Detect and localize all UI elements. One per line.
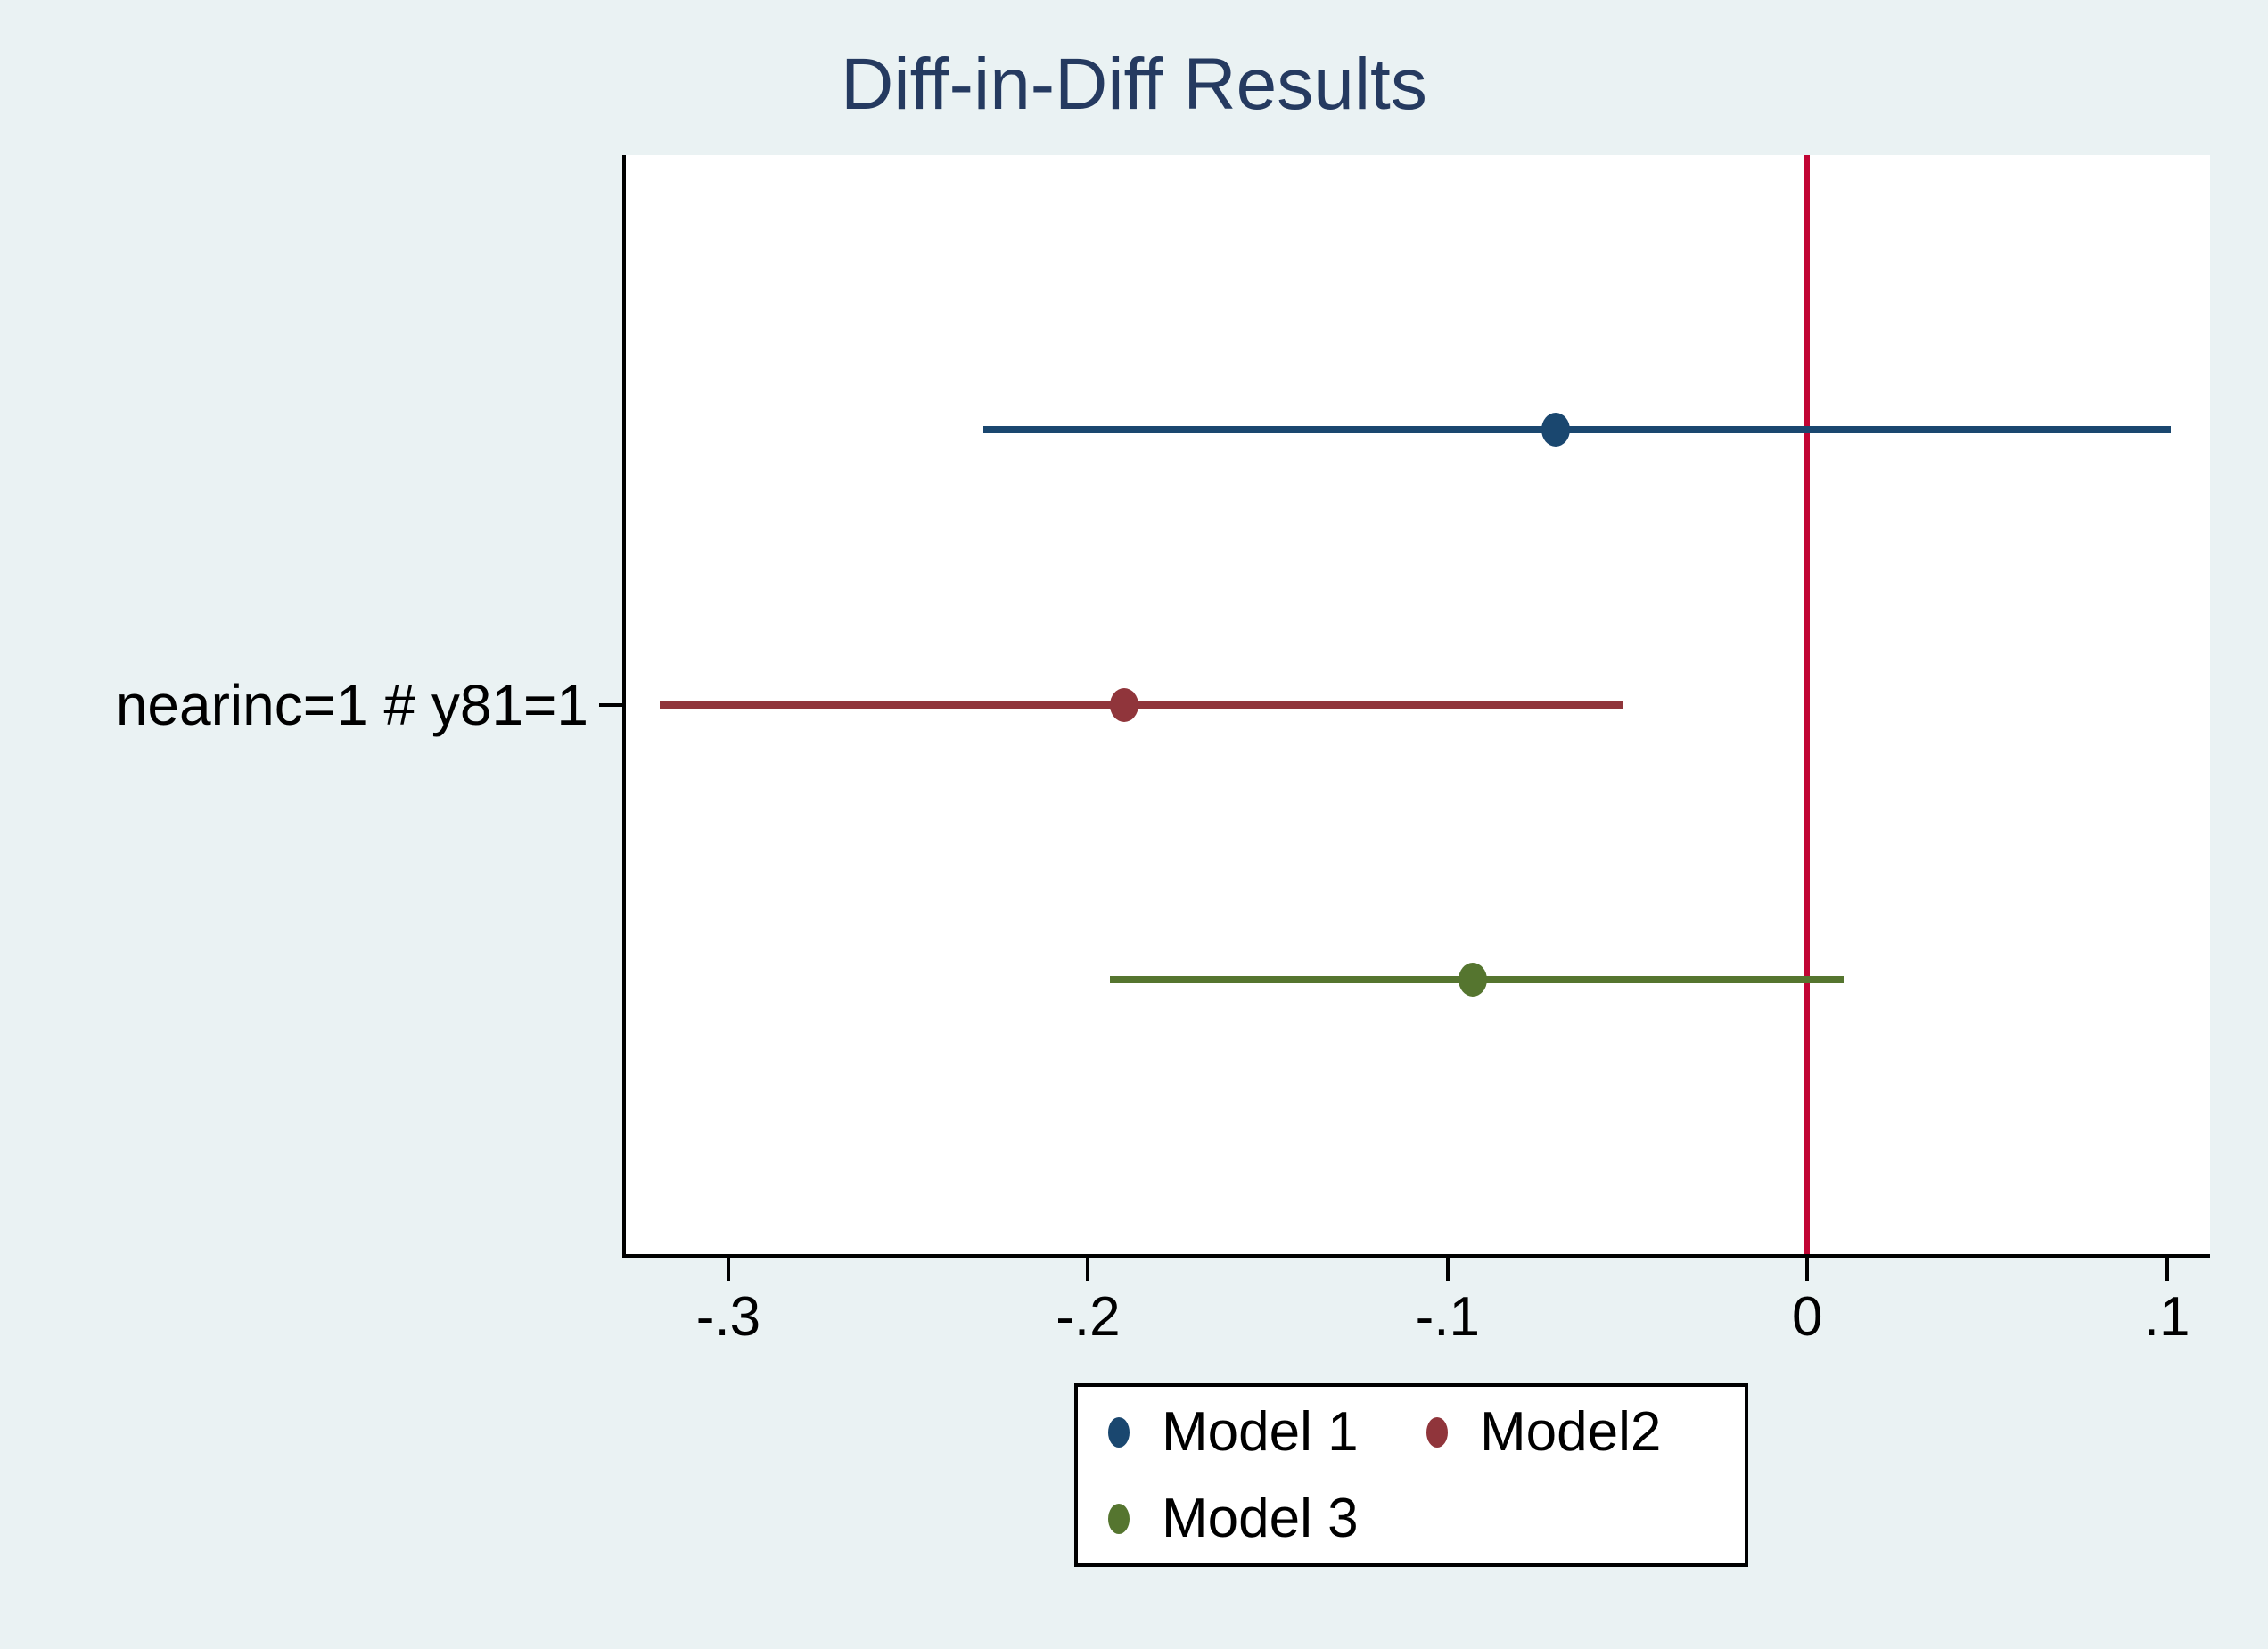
reference-line-zero — [1804, 155, 1811, 1254]
point-estimate-marker — [1541, 413, 1570, 447]
y-axis-tick-mark — [599, 702, 622, 707]
legend-item-model-2: Model2 — [1426, 1400, 1745, 1464]
confidence-interval-line — [983, 426, 2171, 434]
x-axis-tick-mark — [726, 1258, 730, 1281]
x-axis-tick-mark — [1445, 1258, 1450, 1281]
confidence-interval-line — [660, 701, 1624, 709]
model-2-marker-icon — [1426, 1416, 1448, 1448]
y-axis-category-label: nearinc=1 # y81=1 — [115, 672, 588, 737]
x-axis-tick-label: -.1 — [1415, 1286, 1480, 1348]
legend-label-model-2: Model2 — [1480, 1401, 1662, 1463]
legend-label-model-1: Model 1 — [1162, 1401, 1359, 1463]
x-axis-tick-mark — [2165, 1258, 2169, 1281]
legend-item-model-3: Model 3 — [1108, 1487, 1426, 1550]
x-axis-tick-mark — [1805, 1258, 1810, 1281]
x-axis-tick-label: .1 — [2143, 1286, 2190, 1348]
y-axis-line — [622, 155, 626, 1258]
x-axis-tick-label: -.3 — [695, 1286, 761, 1348]
legend-box: Model 1 Model2 Model 3 — [1074, 1383, 1748, 1567]
x-axis-line — [622, 1254, 2210, 1258]
chart-title: Diff-in-Diff Results — [841, 44, 1427, 125]
model-3-marker-icon — [1108, 1503, 1130, 1534]
model-1-marker-icon — [1108, 1416, 1130, 1448]
legend-item-model-1: Model 1 — [1108, 1400, 1426, 1464]
legend-label-model-3: Model 3 — [1162, 1488, 1359, 1549]
point-estimate-marker — [1459, 962, 1488, 997]
x-axis-tick-label: 0 — [1791, 1286, 1823, 1348]
x-axis-tick-label: -.2 — [1056, 1286, 1121, 1348]
point-estimate-marker — [1109, 687, 1138, 722]
x-axis-tick-mark — [1086, 1258, 1090, 1281]
